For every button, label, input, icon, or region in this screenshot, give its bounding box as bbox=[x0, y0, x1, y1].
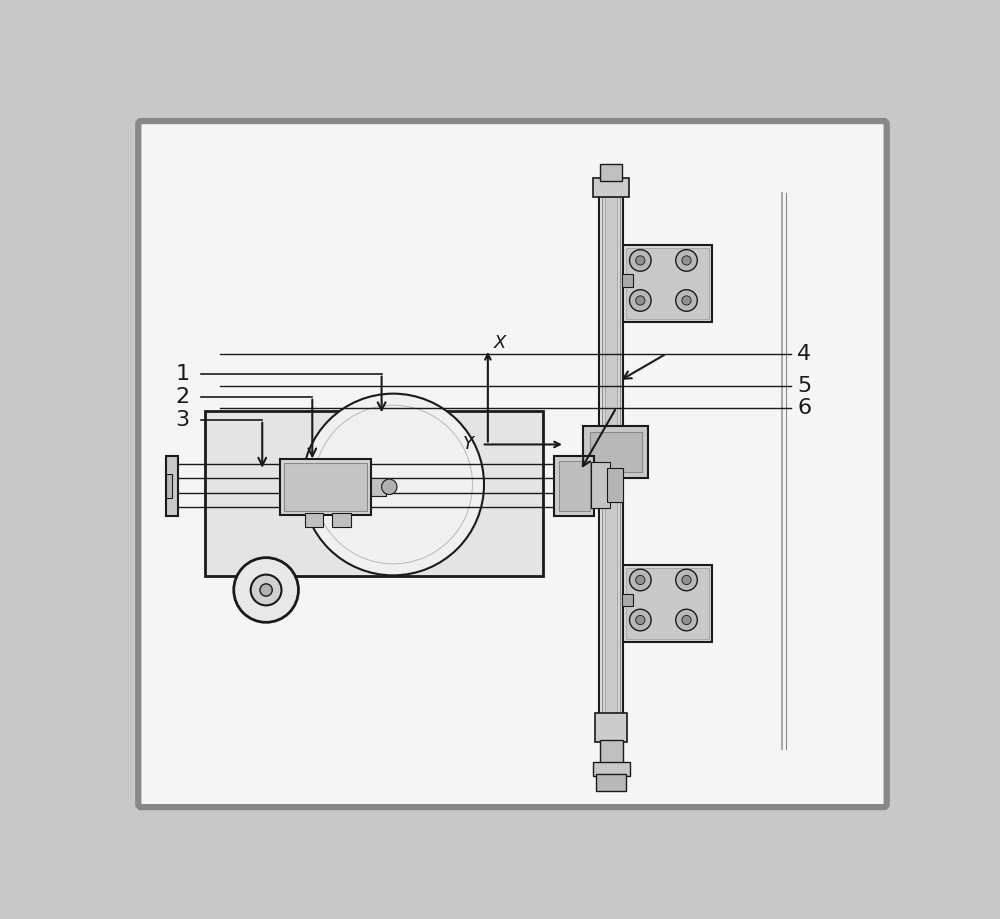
Bar bbox=[332, 513, 351, 527]
Bar bbox=[622, 594, 633, 607]
Circle shape bbox=[302, 393, 484, 575]
Bar bbox=[605, 197, 617, 714]
Bar bbox=[371, 478, 386, 496]
Text: Y: Y bbox=[463, 436, 474, 453]
Bar bbox=[623, 564, 712, 641]
Circle shape bbox=[676, 609, 697, 630]
Text: 4: 4 bbox=[797, 344, 812, 364]
Circle shape bbox=[682, 296, 691, 305]
Circle shape bbox=[630, 250, 651, 271]
Circle shape bbox=[260, 584, 272, 596]
Circle shape bbox=[676, 250, 697, 271]
Circle shape bbox=[682, 575, 691, 584]
Circle shape bbox=[682, 616, 691, 625]
Text: 3: 3 bbox=[175, 410, 189, 430]
Circle shape bbox=[682, 255, 691, 265]
Bar bbox=[166, 474, 172, 497]
Bar bbox=[590, 432, 642, 472]
Bar bbox=[626, 248, 709, 319]
Bar bbox=[600, 740, 623, 764]
Bar bbox=[554, 456, 594, 516]
Bar bbox=[593, 178, 629, 197]
Bar bbox=[559, 460, 590, 512]
Bar bbox=[602, 197, 620, 714]
Bar bbox=[623, 245, 712, 322]
FancyBboxPatch shape bbox=[138, 121, 887, 807]
Circle shape bbox=[676, 569, 697, 591]
Circle shape bbox=[251, 574, 282, 606]
Circle shape bbox=[630, 609, 651, 630]
Bar bbox=[595, 713, 627, 743]
Bar bbox=[607, 469, 623, 502]
Bar bbox=[622, 274, 633, 287]
Bar bbox=[600, 165, 622, 181]
Circle shape bbox=[630, 289, 651, 312]
Circle shape bbox=[234, 558, 298, 622]
Circle shape bbox=[630, 569, 651, 591]
Circle shape bbox=[636, 575, 645, 584]
Circle shape bbox=[636, 616, 645, 625]
Circle shape bbox=[636, 255, 645, 265]
Text: 5: 5 bbox=[797, 376, 812, 396]
Circle shape bbox=[676, 289, 697, 312]
Text: X: X bbox=[494, 334, 506, 352]
Bar bbox=[305, 513, 323, 527]
Text: 1: 1 bbox=[175, 364, 189, 383]
Text: 2: 2 bbox=[175, 387, 189, 407]
Text: 6: 6 bbox=[797, 398, 812, 417]
Bar bbox=[599, 193, 623, 717]
Bar bbox=[596, 774, 626, 791]
Bar bbox=[284, 463, 367, 511]
Bar bbox=[205, 411, 543, 576]
Bar bbox=[583, 426, 648, 479]
Bar bbox=[166, 456, 178, 516]
Bar bbox=[626, 568, 709, 639]
Circle shape bbox=[382, 479, 397, 494]
Bar bbox=[280, 460, 371, 515]
Bar bbox=[593, 762, 630, 776]
Circle shape bbox=[636, 296, 645, 305]
Bar bbox=[591, 462, 610, 508]
